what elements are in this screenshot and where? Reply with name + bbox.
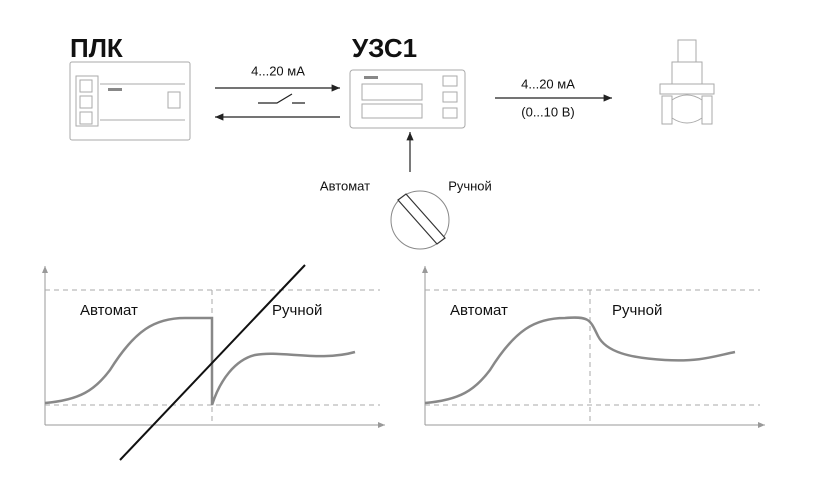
graph-right: [422, 266, 765, 428]
plc-title: ПЛК: [70, 33, 123, 63]
switch-left: Автомат: [320, 178, 370, 193]
uzs-device: [349, 69, 466, 129]
valve: [659, 39, 715, 125]
graph-label: Ручной: [612, 302, 662, 319]
plc-device: [69, 61, 191, 141]
graph-label: Автомат: [80, 302, 138, 319]
link-out-label: 4...20 мА: [521, 76, 575, 91]
link-in-label: 4...20 мА: [251, 63, 305, 78]
rotary-switch: [390, 190, 450, 250]
graph-label: Автомат: [450, 302, 508, 319]
switch-symbol: [258, 93, 305, 104]
device-title: УЗС1: [352, 33, 417, 63]
graph-label: Ручной: [272, 302, 322, 319]
graph-left: [42, 264, 385, 461]
switch-right: Ручной: [448, 178, 492, 193]
link-out-sublabel: (0...10 В): [521, 104, 574, 119]
